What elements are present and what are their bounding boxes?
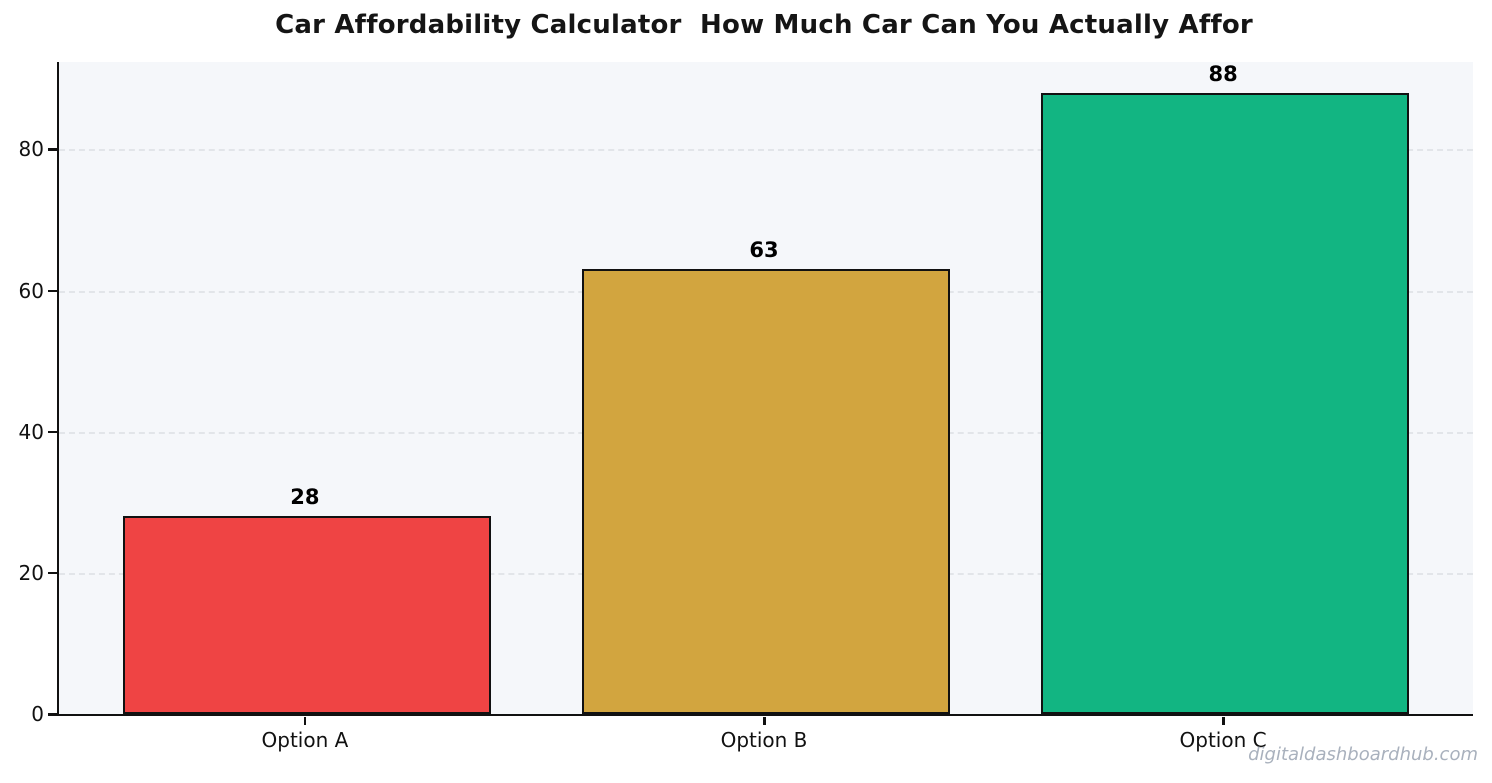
x-tick-mark (763, 716, 766, 725)
y-tick-mark-0 (48, 713, 57, 716)
y-tick-mark-80 (48, 148, 57, 151)
x-tick-mark (303, 716, 307, 725)
gridline-80 (59, 149, 1473, 152)
y-tick-label-60: 60 (18, 278, 44, 303)
chart-title: Car Affordability Calculator How Much Ca… (275, 10, 1253, 40)
y-tick-mark-60 (48, 289, 57, 293)
x-tick-label-option-a: Option A (261, 728, 349, 752)
bar-option-a (123, 516, 491, 714)
y-tick-label-80: 80 (18, 137, 44, 162)
bar-option-b (582, 269, 950, 714)
y-tick-mark-20 (48, 571, 57, 575)
bar-option-c (1041, 93, 1409, 714)
bar-value-label: 28 (290, 485, 320, 510)
y-tick-label-40: 40 (18, 419, 44, 444)
bar-value-label: 88 (1208, 62, 1238, 87)
plot-area (57, 62, 1473, 716)
y-tick-label-20: 20 (18, 560, 44, 585)
x-tick-mark (1222, 716, 1225, 725)
bar-value-label: 63 (749, 238, 779, 263)
watermark: digitaldashboardhub.com (1248, 744, 1478, 765)
y-tick-mark-40 (48, 430, 57, 434)
y-tick-label-0: 0 (31, 702, 44, 726)
x-tick-label-option-b: Option B (720, 728, 808, 752)
x-tick-label-option-c: Option C (1179, 728, 1267, 752)
